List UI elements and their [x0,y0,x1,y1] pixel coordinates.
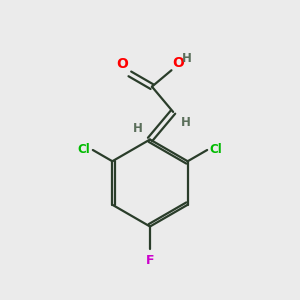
Text: H: H [132,122,142,135]
Text: O: O [173,56,184,70]
Text: H: H [182,52,192,65]
Text: O: O [116,58,128,71]
Text: F: F [146,254,154,266]
Text: H: H [181,116,191,129]
Text: Cl: Cl [210,143,222,156]
Text: Cl: Cl [78,143,90,156]
